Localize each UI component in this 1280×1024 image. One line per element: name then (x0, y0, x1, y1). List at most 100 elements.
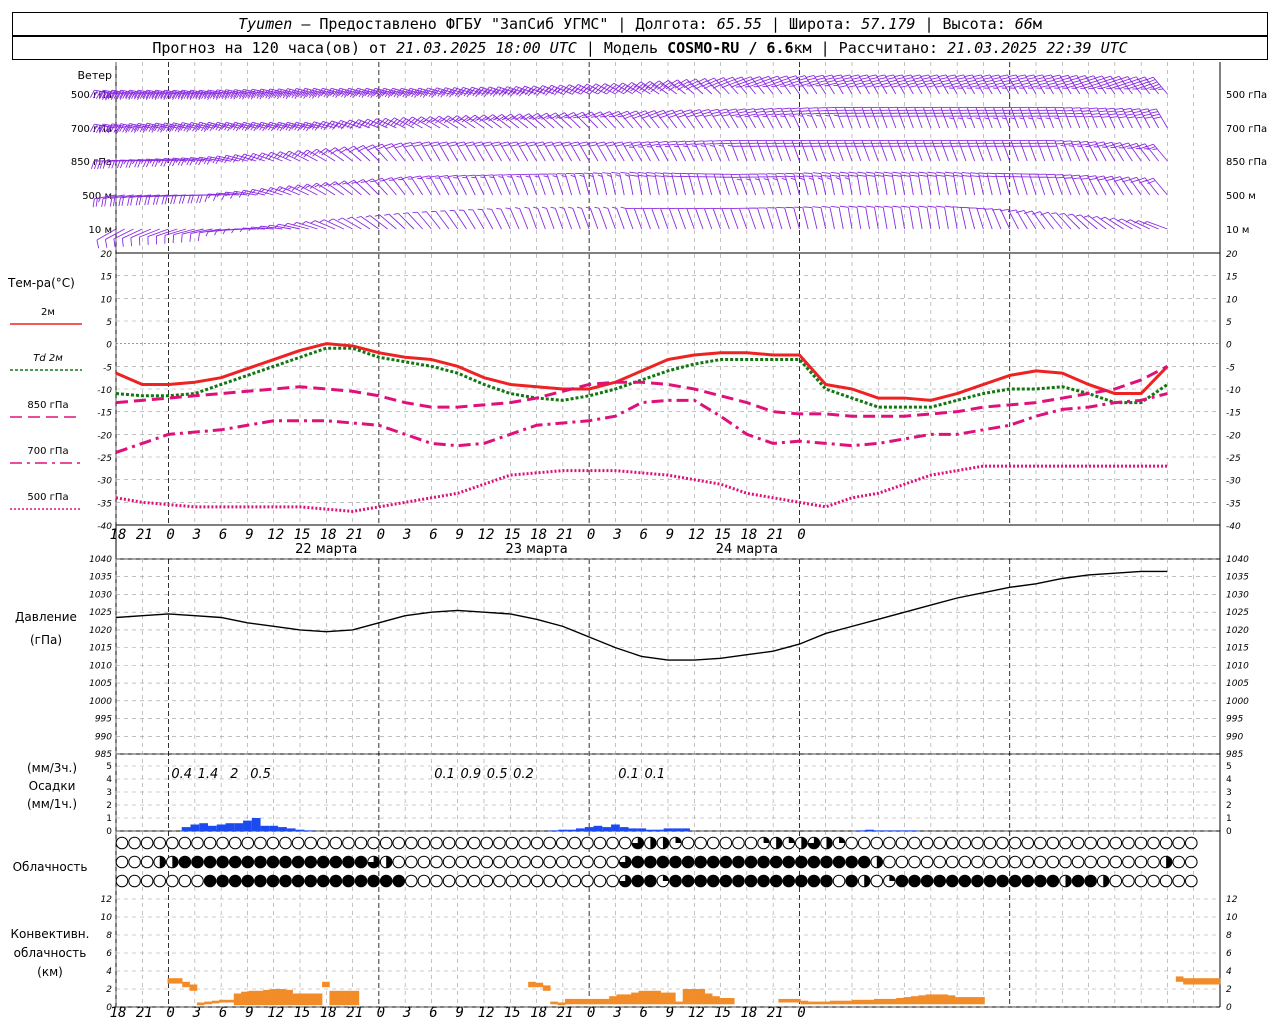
cloud-symbol (1134, 874, 1148, 888)
wind-barb-flag (1142, 113, 1152, 117)
conv-bar (182, 981, 190, 988)
wind-barb-staff (699, 109, 713, 129)
wind-barb-flag (862, 79, 871, 83)
conv-bar (675, 1001, 684, 1005)
wind-barb-flag (685, 114, 695, 118)
conv-bar (874, 998, 882, 1005)
cloud-symbol (908, 855, 921, 869)
wind-barb-flag (221, 122, 227, 130)
wind-barb-flag (311, 91, 318, 99)
wind-barb-flag (92, 198, 95, 208)
wind-barb-flag (630, 112, 639, 117)
wind-barb-staff (139, 228, 160, 238)
cloud-symbol (467, 855, 481, 869)
wind-barb-staff (663, 110, 678, 129)
wind-barb-flag (633, 81, 642, 88)
wind-barb-staff (325, 148, 345, 162)
cloud-symbol (1172, 836, 1186, 850)
wind-barb-staff (777, 75, 792, 95)
wind-barb-flag (104, 197, 107, 207)
wind-barb (274, 223, 301, 230)
wind-barb-flag (625, 82, 633, 89)
cloud-circle (128, 874, 141, 888)
wind-barb-flag (598, 83, 606, 90)
wind-barb-staff (625, 208, 634, 230)
hour-tick-label: 9 (455, 1005, 463, 1021)
conv-bar (307, 993, 316, 1006)
cloud-symbol (857, 874, 871, 888)
wind-barb-staff (957, 107, 967, 129)
wind-barb-flag (832, 74, 842, 78)
wind-barb-flag (282, 90, 288, 99)
cloud-circle (933, 836, 947, 850)
wind-barb-flag (774, 110, 783, 113)
wind-barb-staff (516, 141, 529, 162)
wind-barb-flag (1147, 146, 1156, 151)
wind-barb (760, 75, 783, 95)
wind-barb-flag (90, 160, 95, 170)
wind-barb-staff (537, 174, 546, 196)
wind-barb-flag (592, 111, 601, 116)
wind-barb-flag (206, 90, 212, 99)
cloud-fraction (675, 837, 682, 843)
provider: – Предоставлено ФГБУ "ЗапСиб УГМС" (301, 15, 609, 33)
model-name: COSMO-RU / 6.6 (667, 39, 794, 57)
wind-barb-flag (579, 174, 585, 178)
wind-barb-flag (374, 214, 380, 217)
wind-barb-flag (1005, 85, 1014, 88)
cloud-symbol (883, 836, 896, 850)
wind-barb (1125, 219, 1151, 230)
conv-bar (645, 990, 654, 1005)
wind-barb-flag (596, 141, 605, 145)
wind-barb (508, 141, 529, 162)
wind-barb-staff (1118, 76, 1133, 95)
cloud-circle (354, 836, 368, 850)
precip-tick-right: 1 (1226, 814, 1232, 824)
cloud-symbol (920, 874, 934, 888)
wind-barb (995, 172, 1011, 196)
wind-barb-flag (248, 226, 253, 232)
wind-barb-flag (162, 123, 169, 132)
cloud-fraction (631, 837, 644, 849)
wind-barb (423, 116, 450, 129)
wind-barb-flag (1030, 82, 1039, 86)
wind-barb-staff (447, 115, 467, 129)
wind-barb-flag (561, 175, 567, 178)
cloud-circle (442, 874, 456, 888)
cloud-symbol (706, 836, 720, 850)
wind-barb-flag (145, 92, 151, 100)
cloud-symbol (178, 855, 192, 869)
press-tick-right: 1005 (1226, 679, 1249, 689)
wind-barb-flag (171, 90, 177, 99)
cloud-full (808, 875, 820, 887)
wind-barb-flag (251, 189, 256, 194)
cloud-symbol (354, 874, 368, 888)
wind-barb-staff (595, 83, 616, 95)
cloud-circle (1134, 874, 1148, 888)
wind-barb (836, 139, 853, 162)
wind-barb-flag (1115, 110, 1124, 113)
cloud-symbol (631, 836, 645, 850)
wind-barb-staff (695, 208, 704, 230)
wind-barb-flag (489, 88, 496, 96)
wind-barb-flag (238, 89, 244, 97)
wind-barb-staff (1103, 175, 1116, 196)
cloud-circle (1147, 874, 1160, 888)
wind-barb-flag (320, 88, 326, 97)
wind-barb-flag (305, 89, 312, 98)
wind-barb-flag (189, 90, 195, 99)
wind-barb-flag (1062, 140, 1072, 142)
wind-barb (790, 107, 809, 129)
wind-barb-flag (212, 122, 218, 130)
wind-barb-staff (786, 75, 800, 95)
cloud-full (782, 856, 795, 868)
wind-barb-flag (244, 90, 250, 99)
cloud-symbol (1159, 836, 1173, 850)
wind-barb-staff (489, 86, 511, 95)
cloud-symbol (996, 874, 1009, 888)
cloud-symbol (304, 855, 318, 869)
cloud-symbol (732, 836, 745, 850)
wind-barb (1102, 75, 1124, 95)
conv-bar (1183, 978, 1191, 985)
cloud-full (330, 875, 342, 887)
